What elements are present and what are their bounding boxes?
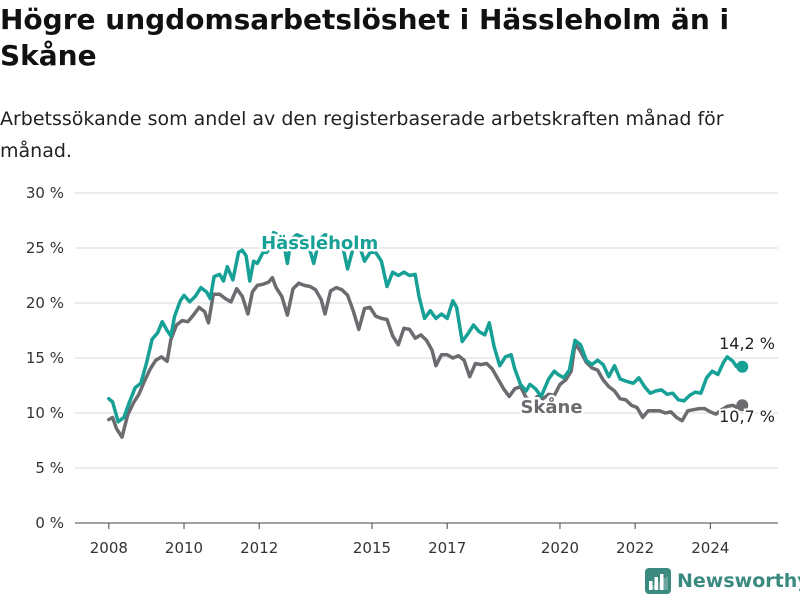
series-line-hassleholm (107, 230, 745, 424)
x-tick-label: 2022 (616, 539, 654, 557)
chart-subtitle: Arbetssökande som andel av den registerb… (0, 108, 724, 162)
y-tick-label: 0 % (35, 514, 64, 532)
y-tick-label: 25 % (26, 239, 64, 257)
series-endpoint-hassleholm (736, 360, 749, 373)
x-tick-label: 2017 (428, 539, 466, 557)
series-endpoint-skane (736, 399, 749, 412)
series-line-skane (107, 275, 745, 439)
series-label-skane: Skåne (520, 396, 582, 418)
x-tick-label: 2020 (541, 539, 579, 557)
newsworthy-logo[interactable]: Newsworthy (645, 568, 800, 594)
bar-chart-logo-icon (645, 568, 671, 594)
x-tick-label: 2010 (165, 539, 203, 557)
end-value-label-skane: 10,7 % (719, 407, 775, 426)
y-tick-label: 30 % (26, 184, 64, 202)
x-tick-label: 2008 (90, 539, 128, 557)
axes: 0 % 5 % 10 % 15 % 20 % 25 % 30 % 2008 2010 2012 20… (26, 184, 730, 557)
x-tick-label: 2015 (353, 539, 391, 557)
x-tick-label: 2024 (691, 539, 729, 557)
brand-name: Newsworthy (677, 570, 800, 592)
labels: Hässleholm Skåne 14,2 % 10,7 % (259, 231, 777, 428)
y-tick-label: 15 % (26, 349, 64, 367)
series-label-hassleholm: Hässleholm (261, 233, 378, 254)
chart-title: Högre ungdomsarbetslöshet i Hässleholm ä… (0, 3, 730, 72)
y-tick-label: 20 % (26, 294, 64, 312)
y-tick-label: 10 % (26, 404, 64, 422)
line-chart: 0 % 5 % 10 % 15 % 20 % 25 % 30 % 2008 2010 2012 20… (26, 184, 778, 557)
series (107, 230, 749, 439)
y-tick-label: 5 % (35, 459, 64, 477)
end-value-label-hassleholm: 14,2 % (719, 334, 775, 353)
grid-lines (75, 192, 778, 524)
x-tick-label: 2012 (240, 539, 278, 557)
